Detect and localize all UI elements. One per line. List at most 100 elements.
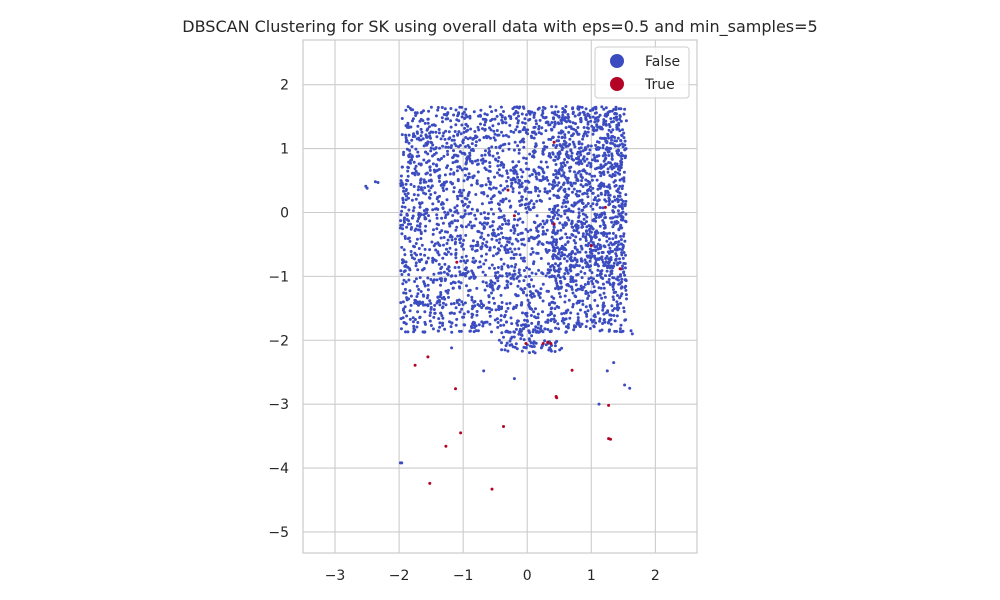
- data-point-false: [492, 194, 496, 198]
- data-point-false: [580, 225, 584, 229]
- data-point-false: [472, 110, 476, 114]
- data-point-false: [471, 256, 475, 260]
- data-point-false: [580, 105, 584, 109]
- data-point-false: [561, 223, 565, 227]
- data-point-false: [554, 287, 557, 290]
- data-point-false: [608, 174, 612, 178]
- data-point-false: [438, 325, 442, 329]
- data-point-false: [425, 208, 429, 212]
- data-point-false: [585, 232, 589, 236]
- data-point-false: [601, 277, 605, 280]
- data-point-false: [461, 243, 465, 246]
- data-point-false: [601, 322, 605, 325]
- data-point-false: [594, 258, 598, 262]
- data-point-false: [469, 127, 473, 131]
- data-point-false: [602, 226, 606, 230]
- data-point-false: [426, 304, 430, 308]
- data-point-false: [569, 311, 573, 315]
- data-point-false: [453, 242, 457, 246]
- data-point-false: [575, 264, 579, 267]
- data-point-false: [494, 271, 498, 275]
- data-point-false: [449, 282, 453, 285]
- data-point-false: [456, 219, 460, 223]
- data-point-false: [488, 165, 492, 168]
- data-point-false: [584, 213, 587, 217]
- data-point-false: [544, 274, 548, 278]
- data-point-false: [620, 277, 624, 281]
- data-point-false: [461, 303, 465, 306]
- data-point-false: [488, 182, 492, 186]
- data-point-false: [410, 158, 414, 162]
- data-point-false: [497, 215, 501, 219]
- data-point-false: [482, 211, 486, 215]
- data-point-false: [414, 164, 418, 168]
- data-point-false: [524, 161, 528, 165]
- data-point-false: [490, 330, 493, 334]
- data-point-false: [498, 173, 502, 177]
- data-point-false: [581, 149, 585, 153]
- data-point-false: [456, 179, 460, 183]
- data-point-false: [618, 194, 622, 198]
- data-point-false: [436, 295, 440, 299]
- data-point-false: [622, 251, 626, 254]
- data-point-false: [442, 189, 446, 193]
- data-point-false: [406, 105, 410, 109]
- data-point-false: [423, 284, 427, 288]
- data-point-false: [469, 329, 472, 333]
- data-point-false: [560, 168, 564, 172]
- data-point-false: [535, 122, 538, 126]
- data-point-false: [573, 325, 576, 329]
- data-point-false: [593, 263, 597, 266]
- data-point-false: [428, 299, 432, 303]
- data-point-false: [439, 293, 443, 297]
- data-point-false: [508, 205, 512, 209]
- data-point-false: [573, 114, 577, 118]
- data-point-false: [457, 265, 461, 269]
- data-point-false: [496, 325, 500, 329]
- data-point-false: [402, 248, 406, 252]
- data-point-false: [562, 198, 566, 202]
- data-point-false: [570, 222, 573, 226]
- data-point-false: [458, 286, 462, 290]
- data-point-false: [416, 150, 420, 154]
- data-point-false: [530, 278, 533, 282]
- data-point-false: [545, 219, 549, 223]
- data-point-false: [569, 181, 573, 185]
- data-point-false: [410, 138, 414, 142]
- data-point-false: [411, 320, 415, 324]
- data-point-false: [487, 295, 491, 299]
- data-point-false: [514, 327, 518, 331]
- data-point-false: [420, 130, 424, 134]
- data-point-false: [612, 261, 616, 265]
- data-point-false: [559, 262, 562, 265]
- data-point-false: [399, 301, 403, 305]
- data-point-false: [439, 311, 443, 315]
- data-point-false: [609, 130, 613, 134]
- data-point-false: [601, 206, 605, 210]
- data-point-false: [524, 227, 528, 231]
- data-point-false: [452, 186, 456, 190]
- data-point-false: [523, 287, 527, 290]
- data-point-false: [584, 116, 588, 119]
- data-point-false: [505, 279, 509, 283]
- data-point-false: [517, 148, 521, 152]
- data-point-false: [477, 128, 481, 132]
- data-point-false: [504, 197, 508, 201]
- data-point-false: [559, 185, 563, 189]
- data-point-false: [447, 295, 450, 299]
- data-point-false: [442, 270, 446, 274]
- data-point-false: [517, 247, 521, 251]
- data-point-false: [520, 195, 524, 199]
- data-point-false: [403, 305, 407, 309]
- data-point-false: [569, 252, 573, 256]
- data-point-false: [365, 186, 369, 190]
- data-point-false: [500, 215, 504, 219]
- data-point-false: [456, 211, 460, 215]
- data-point-false: [426, 152, 430, 156]
- data-point-false: [506, 349, 510, 353]
- data-point-false: [578, 324, 582, 328]
- data-point-false: [605, 235, 609, 239]
- data-point-false: [624, 278, 628, 282]
- data-point-false: [609, 165, 613, 169]
- data-point-false: [556, 217, 560, 221]
